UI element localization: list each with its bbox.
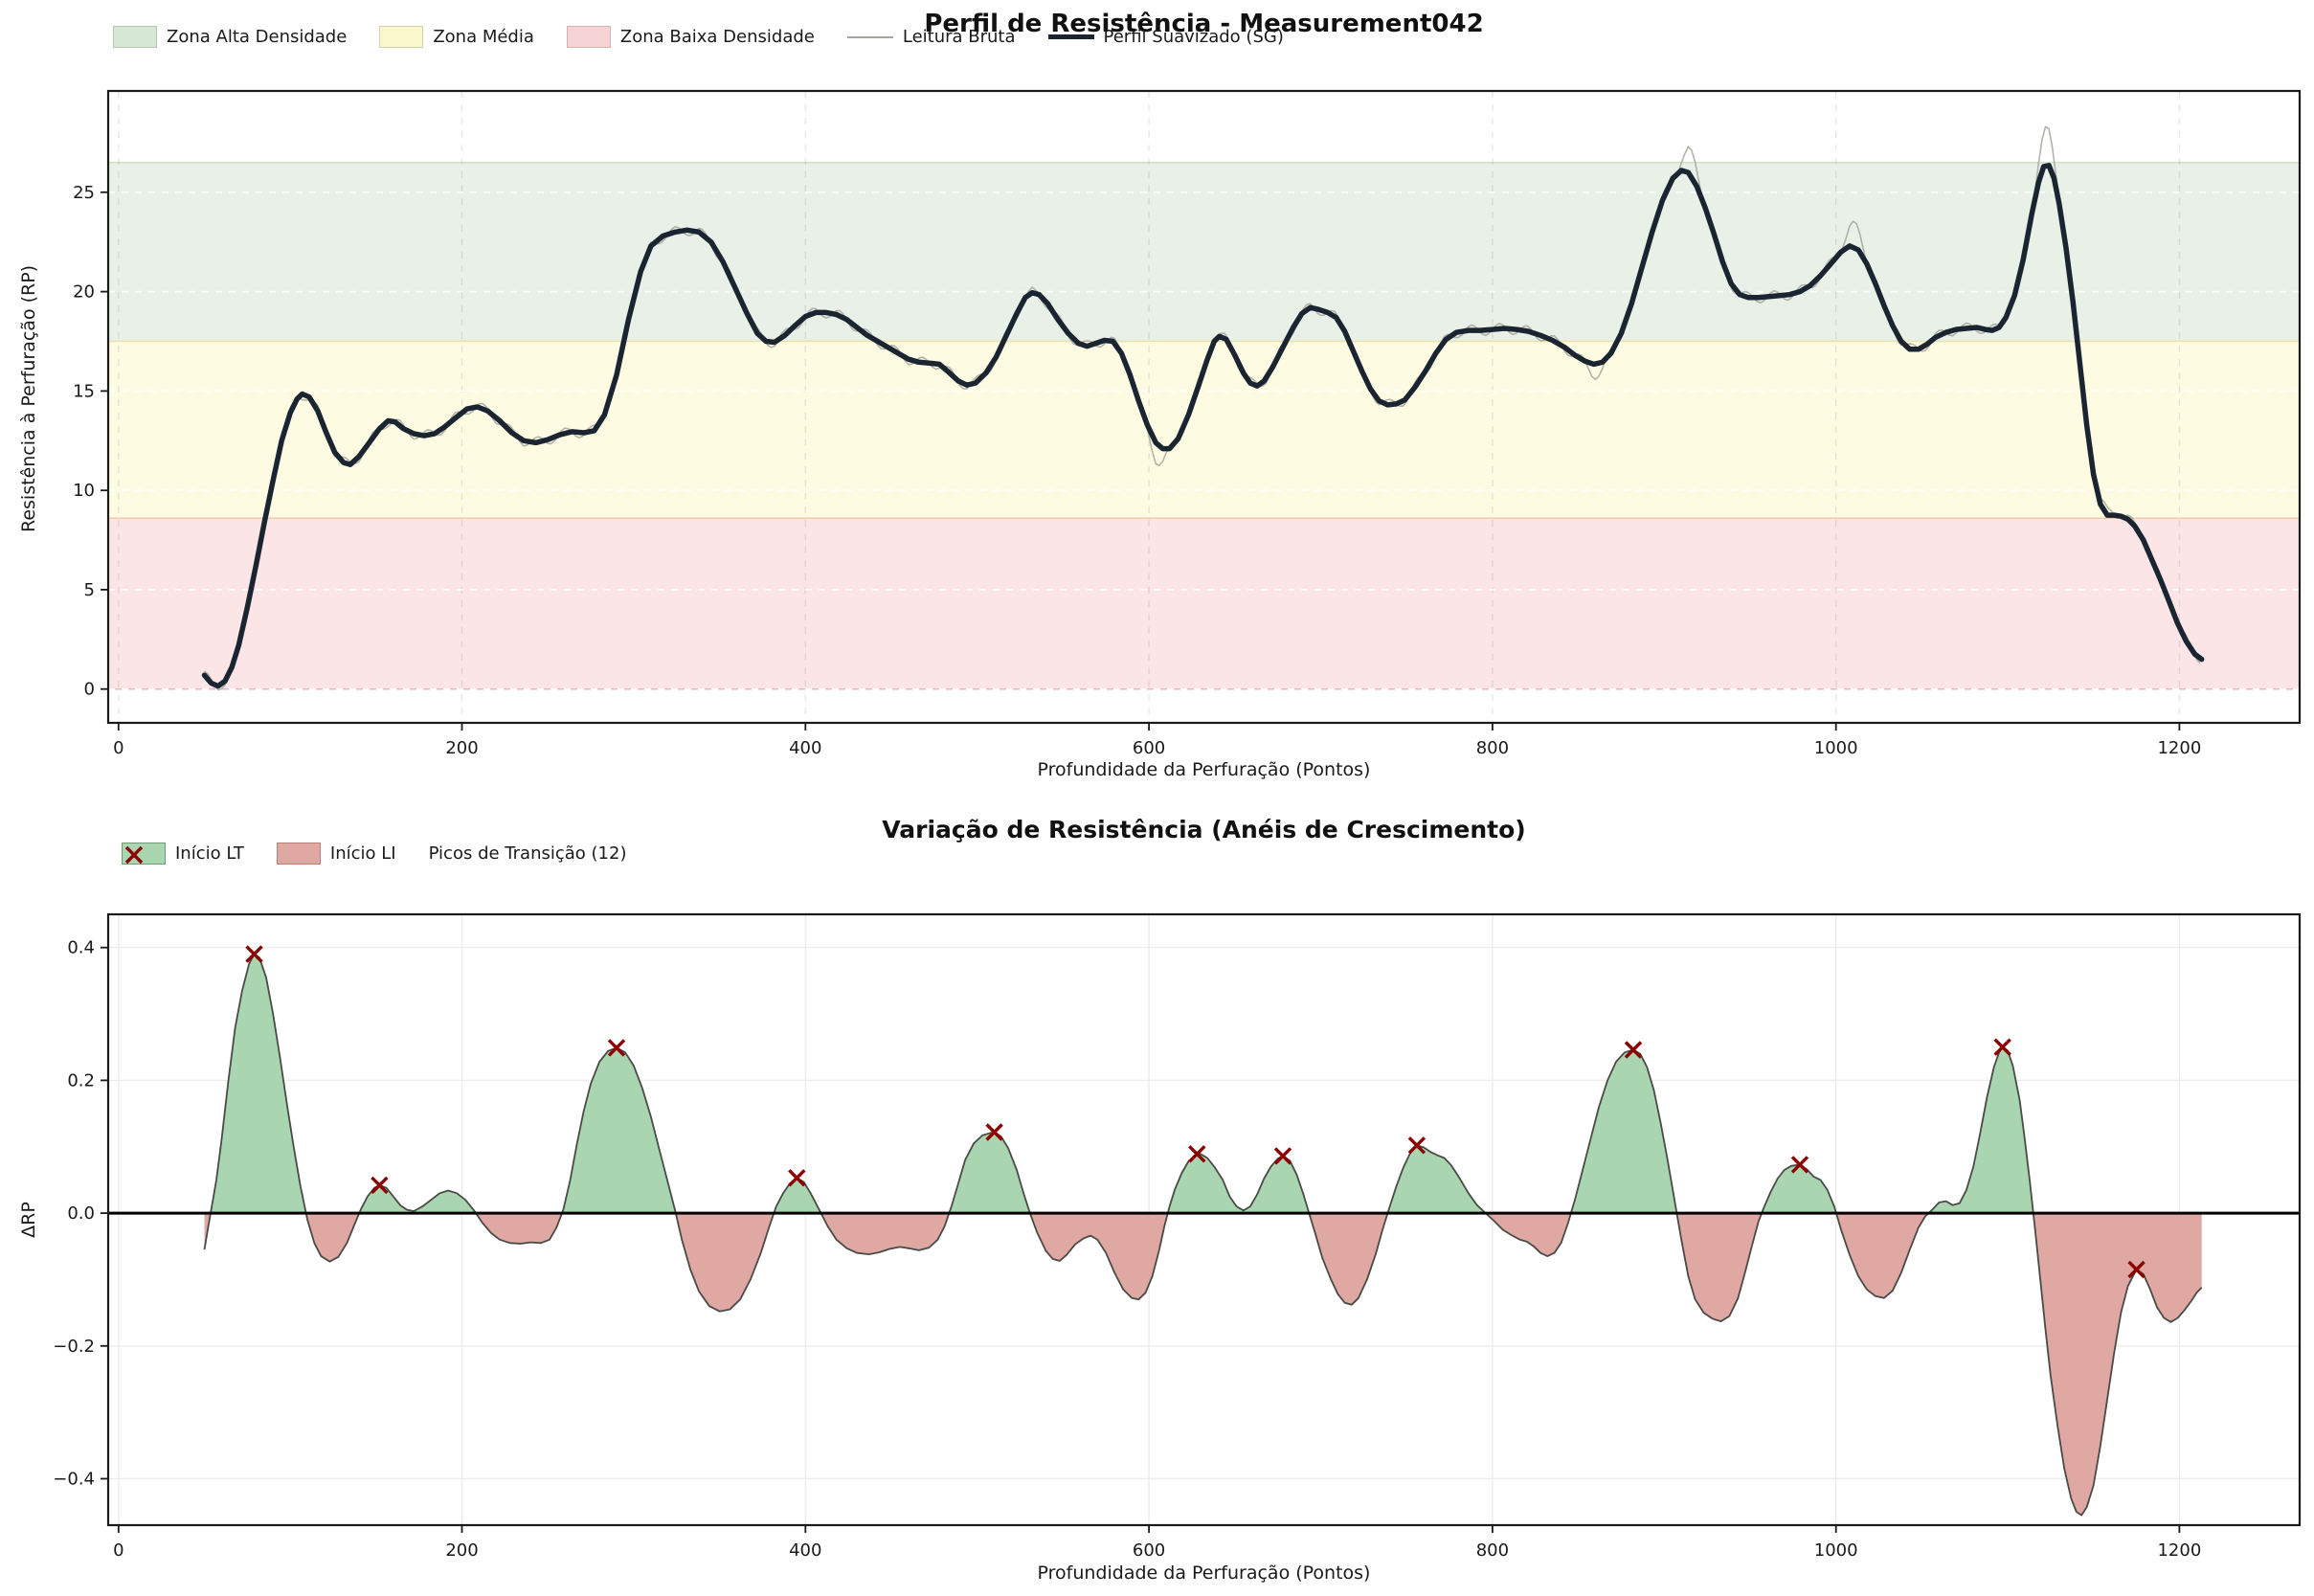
x-tick-label: 400 (789, 738, 821, 758)
legend-item: Zona Baixa Densidade (566, 26, 815, 48)
y-tick-label: 20 (73, 282, 95, 303)
transition-peak-marker (371, 1176, 389, 1195)
y-tick-label: 0.2 (67, 1070, 95, 1090)
legend-patch-swatch (566, 26, 611, 48)
y-tick-label: −0.2 (53, 1337, 95, 1357)
legend-label: Zona Alta Densidade (167, 27, 348, 47)
y-tick-label: 25 (73, 183, 95, 203)
y-tick-label: 0.4 (67, 938, 95, 958)
top-chart-legend: Zona Alta Densidade Zona Média Zona Baixa … (113, 26, 1284, 48)
legend-label: Zona Baixa Densidade (619, 27, 815, 47)
legend-patch-swatch (113, 26, 157, 48)
legend-line-swatch (846, 35, 893, 38)
transition-peak-marker (985, 1123, 1003, 1141)
bottom-chart-x-axis-label: Profundidade da Perfuração (Pontos) (1037, 1562, 1371, 1584)
legend-item: Zona Média (379, 26, 534, 48)
transition-peak-marker (1273, 1147, 1292, 1165)
legend-label: Picos de Transição (12) (428, 843, 627, 864)
legend-label: Início LI (329, 843, 396, 864)
top-chart-title: Perfil de Resistência - Measurement042 (924, 10, 1484, 38)
legend-patch-swatch (122, 843, 166, 865)
zone-band-2 (108, 518, 2300, 689)
top-chart-x-axis-label: Profundidade da Perfuração (Pontos) (1037, 759, 1371, 780)
transition-peak-marker (2127, 1260, 2146, 1279)
legend-item: Perfil Suavizado (SG) (1047, 27, 1284, 47)
legend-item: Picos de Transição (12) (124, 843, 627, 865)
x-tick-label: 200 (445, 738, 478, 758)
transition-peak-marker (1624, 1041, 1643, 1059)
transition-peak-marker (1407, 1136, 1427, 1155)
legend-label: Zona Média (433, 27, 534, 47)
bottom-chart-spines (106, 912, 2302, 1527)
top-chart-spines (106, 89, 2302, 725)
transition-peak-marker (1790, 1156, 1809, 1174)
x-tick-label: 200 (445, 1540, 478, 1561)
legend-patch-swatch (276, 843, 321, 865)
legend-item: Início LT (122, 843, 244, 865)
y-tick-label: 5 (84, 580, 95, 600)
y-tick-label: 0 (84, 680, 95, 700)
legend-patch-swatch (379, 26, 424, 48)
legend-label: Perfil Suavizado (SG) (1103, 27, 1284, 47)
x-tick-label: 1200 (2157, 1540, 2201, 1561)
x-tick-label: 0 (113, 1540, 124, 1561)
delta-line (203, 953, 2203, 1517)
x-tick-label: 1000 (1814, 1540, 1858, 1561)
x-tick-label: 600 (1133, 1540, 1165, 1561)
transition-peak-marker (1993, 1038, 2011, 1056)
transition-peak-marker (788, 1169, 806, 1187)
smoothed-profile-line (201, 163, 2205, 689)
y-tick-label: 0.0 (67, 1203, 95, 1224)
x-tick-label: 1000 (1814, 738, 1858, 758)
transition-peak-marker (245, 945, 263, 963)
bottom-chart-legend: Início LT Início LI Picos de Transição (12… (122, 843, 626, 865)
legend-label: Leitura Bruta (902, 27, 1016, 47)
x-tick-label: 800 (1476, 738, 1509, 758)
legend-item: Leitura Bruta (846, 27, 1016, 47)
transition-peak-marker (1188, 1145, 1206, 1163)
x-tick-label: 1200 (2157, 738, 2201, 758)
x-tick-label: 400 (789, 1540, 821, 1561)
zone-band-0 (108, 162, 2300, 342)
y-tick-label: 15 (73, 381, 95, 401)
legend-line-swatch (1047, 34, 1094, 39)
legend-label: Início LT (175, 843, 244, 864)
x-tick-label: 0 (113, 738, 124, 758)
transition-peak-marker (607, 1039, 626, 1057)
y-tick-label: −0.4 (53, 1470, 95, 1490)
legend-item: Zona Alta Densidade (113, 26, 347, 48)
legend-x-marker-icon (124, 845, 144, 865)
legend-item: Início LI (276, 843, 396, 865)
negative-delta-fill (204, 1213, 2202, 1516)
y-tick-label: 10 (73, 481, 95, 501)
x-tick-label: 800 (1476, 1540, 1509, 1561)
bottom-chart-title: Variação de Resistência (Anéis de Cresci… (882, 816, 1526, 843)
x-tick-label: 600 (1133, 738, 1165, 758)
